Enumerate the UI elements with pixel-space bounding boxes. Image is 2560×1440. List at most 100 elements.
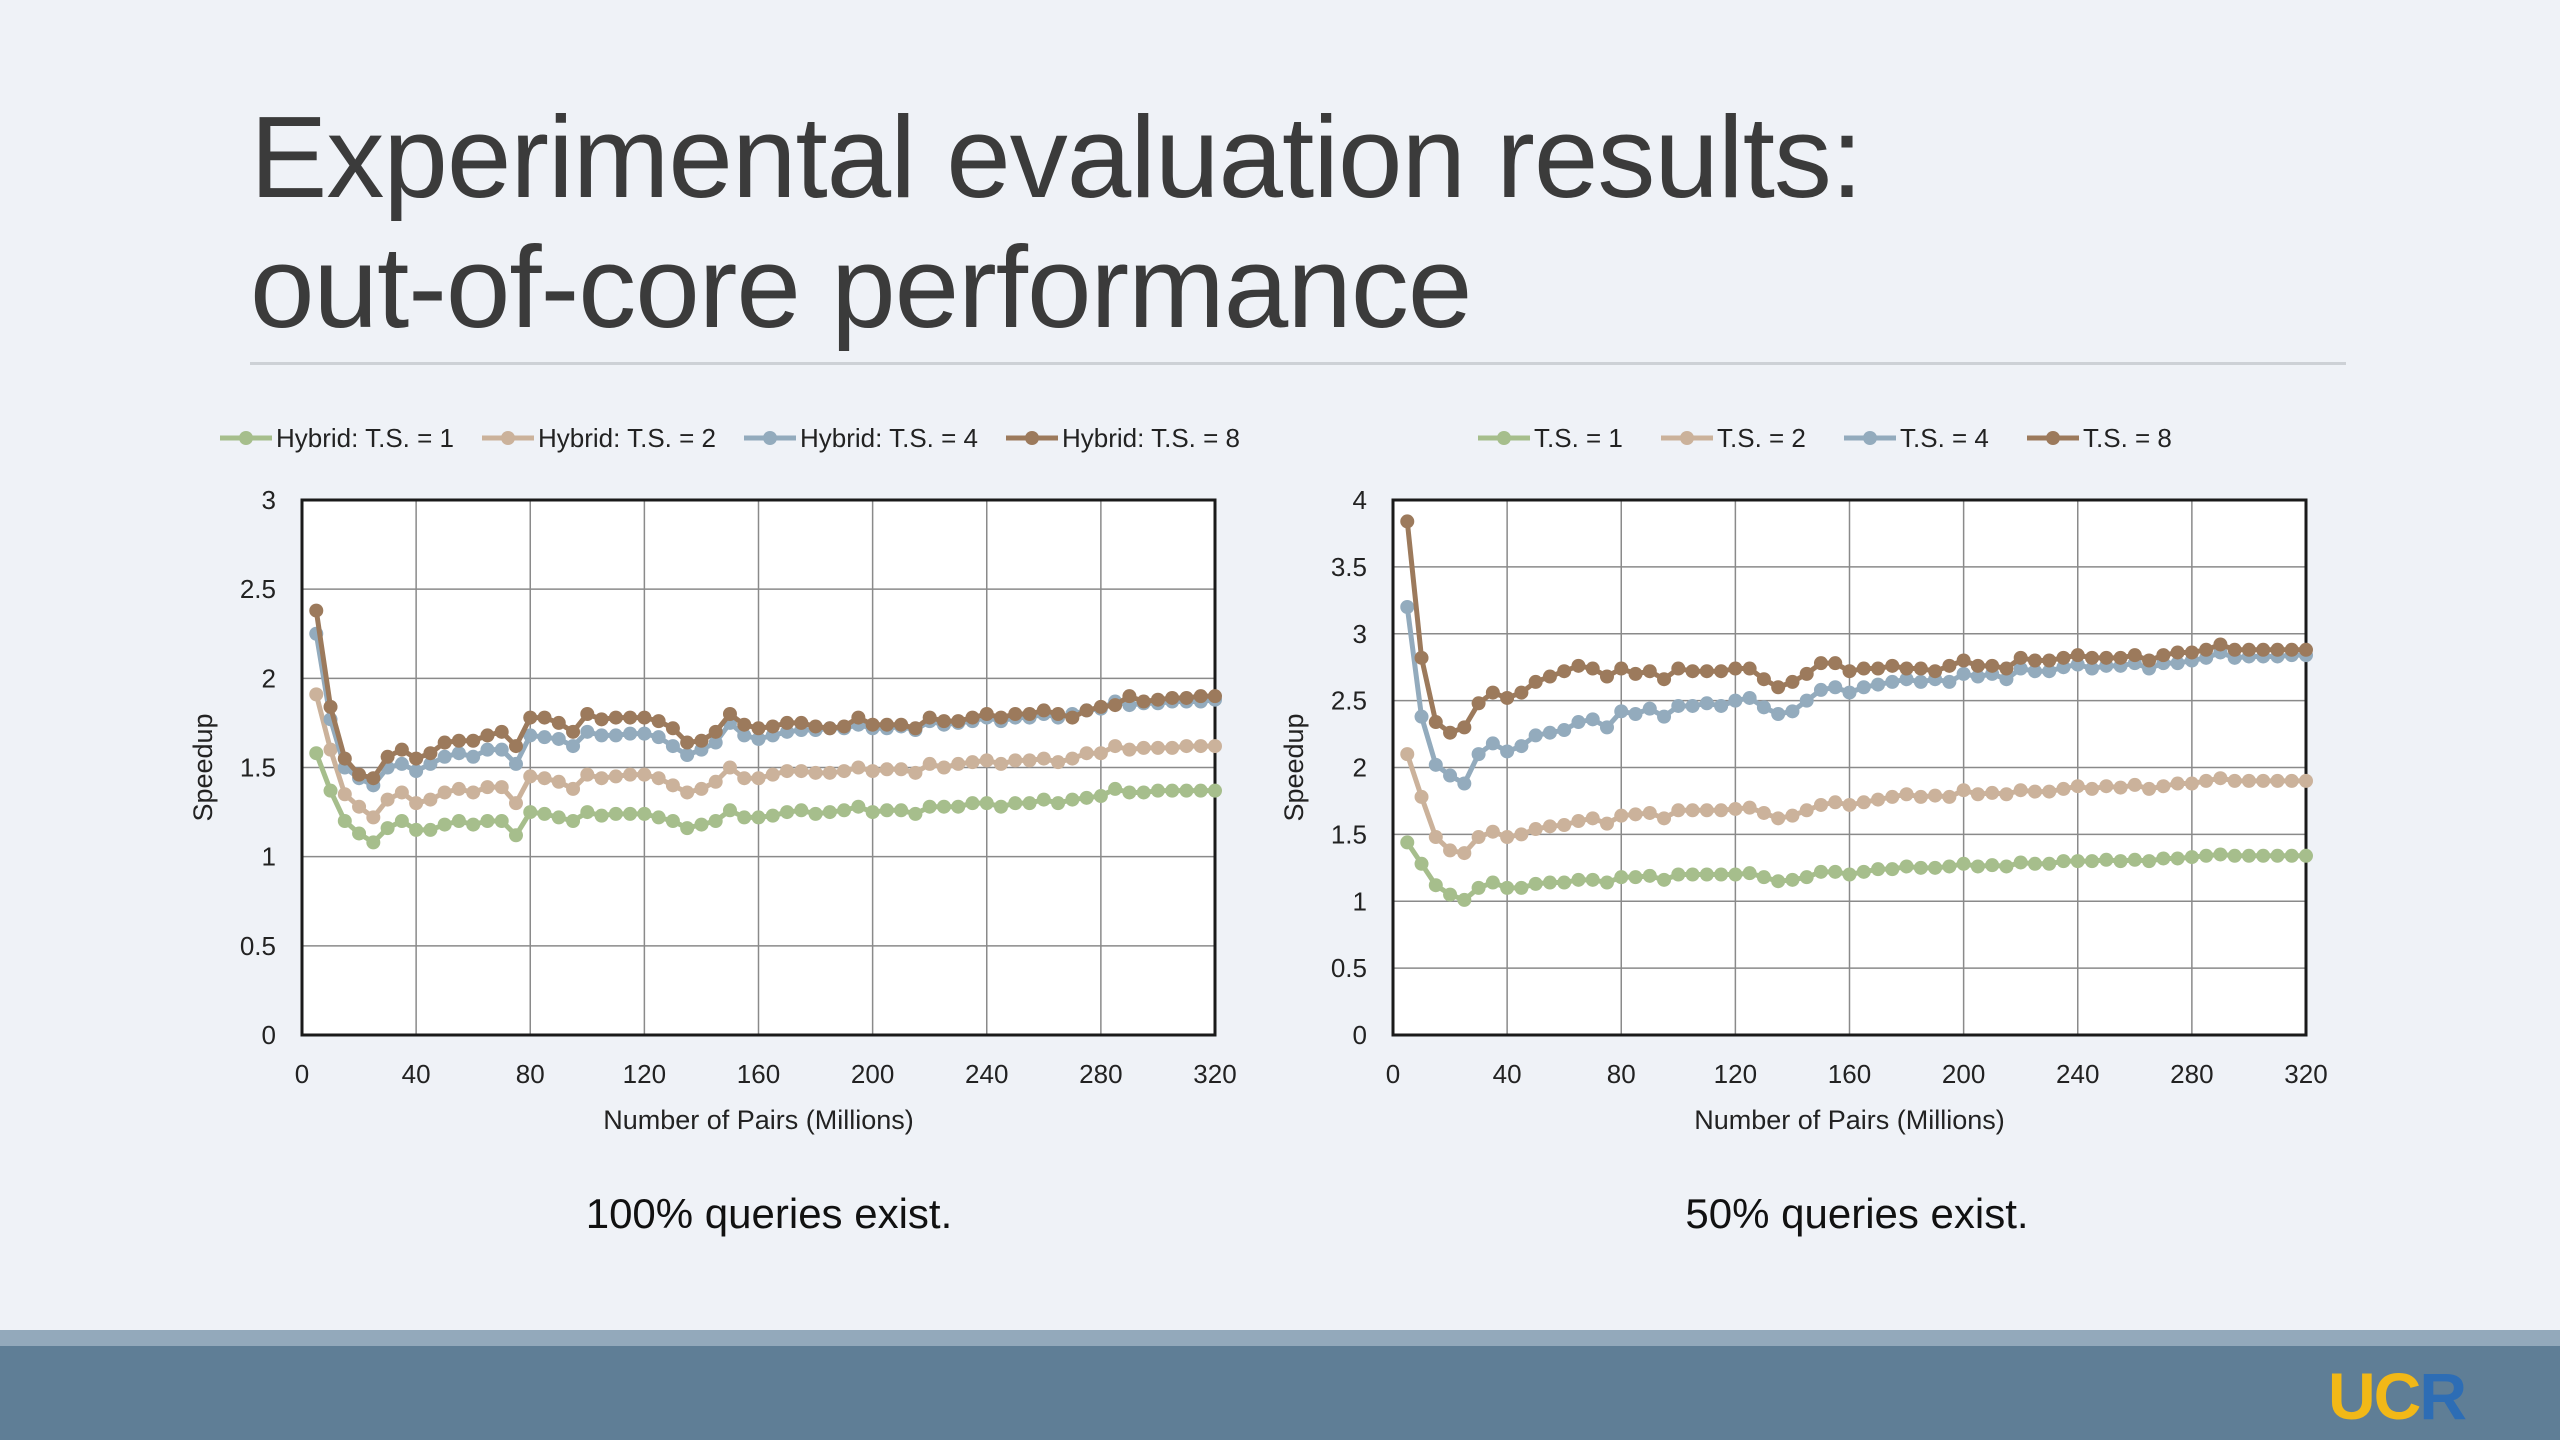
data-point [2241,848,2256,863]
data-point [2113,650,2128,665]
data-point [566,781,581,796]
data-point [1485,685,1500,700]
legend-item-3: T.S. = 4 [1844,423,1989,453]
data-point [466,749,481,764]
data-point [1885,658,1900,673]
legend-swatch-marker [1497,431,1511,445]
legend-item-1: T.S. = 1 [1478,423,1623,453]
data-point [1942,859,1957,874]
data-point [1414,650,1429,665]
data-point [1657,872,1672,887]
data-point [1885,862,1900,877]
data-point [480,728,495,743]
data-point [437,785,452,800]
data-point [1557,818,1572,833]
data-point [1685,698,1700,713]
data-point [936,760,951,775]
data-point [922,799,937,814]
data-point [2184,645,2199,660]
data-point [451,814,466,828]
data-point [2099,852,2114,867]
data-point [323,783,338,798]
data-point [1642,868,1657,883]
data-point [2256,773,2271,788]
data-point [2213,637,2228,652]
data-point [894,803,909,818]
data-point [551,774,566,789]
data-point [1471,747,1486,762]
data-point [1051,796,1066,811]
data-point [1428,878,1443,893]
data-point [1985,785,2000,800]
data-point [1165,690,1180,705]
data-point [1036,751,1051,766]
data-point [651,810,666,825]
data-point [2085,854,2100,869]
data-point [2070,648,2085,663]
data-point [1799,803,1814,818]
data-point [1813,797,1828,812]
data-point [1856,795,1871,810]
data-point [894,762,909,777]
data-point [1642,701,1657,716]
data-point [879,717,894,732]
data-point [1514,880,1529,895]
data-point [437,735,452,750]
data-point [508,796,523,811]
data-point [2284,642,2299,657]
data-point [2156,779,2171,794]
data-point [494,780,509,795]
data-point [994,756,1009,771]
chart-right: 00.511.522.533.540 40 80 120 160 200 240 280 320… [1279,423,2328,1135]
legend-label: T.S. = 1 [1534,423,1623,453]
data-point [1628,870,1643,885]
data-point [551,810,566,825]
legend-item-1: Hybrid: T.S. = 1 [220,423,454,453]
data-point [1585,811,1600,826]
data-point [865,764,880,779]
data-point [1771,874,1786,889]
data-point [2056,854,2071,869]
data-point [309,746,324,761]
data-point [1022,753,1037,768]
data-point [1093,699,1108,714]
data-point [908,765,923,780]
data-point [2127,648,2142,663]
data-point [1108,781,1123,796]
data-point [623,726,638,741]
data-point [508,828,523,843]
data-point [1008,707,1023,721]
data-point [1685,664,1700,679]
data-point [1756,700,1771,715]
data-point [979,796,994,811]
data-point [1093,746,1108,761]
data-point [1699,867,1714,882]
legend-item-3: Hybrid: T.S. = 4 [744,423,978,453]
data-point [1571,872,1586,887]
legend-swatch-marker [1680,431,1694,445]
data-point [737,717,752,732]
series-line [1404,521,2306,736]
data-point [1500,744,1515,759]
data-point [2113,780,2128,795]
legend-swatch-marker [2046,431,2060,445]
data-point [979,753,994,768]
footer-stripe [0,1330,2560,1346]
data-point [2042,856,2057,871]
data-point [480,742,495,757]
series-line [1404,606,2306,787]
data-point [1699,696,1714,711]
legend-label: T.S. = 8 [2083,423,2172,453]
x-tick-label: 0 [1386,1059,1400,1089]
legend-item-4: Hybrid: T.S. = 8 [1006,423,1240,453]
data-point [1942,658,1957,673]
y-tick-label: 0 [1353,1020,1367,1050]
data-point [380,749,395,764]
data-point [1913,661,1928,676]
data-point [1714,803,1729,818]
data-point [1970,859,1985,874]
caption-right: 50% queries exist. [1685,1190,2029,1237]
data-point [1065,792,1080,807]
data-point [2227,848,2242,863]
data-point [1414,789,1429,804]
